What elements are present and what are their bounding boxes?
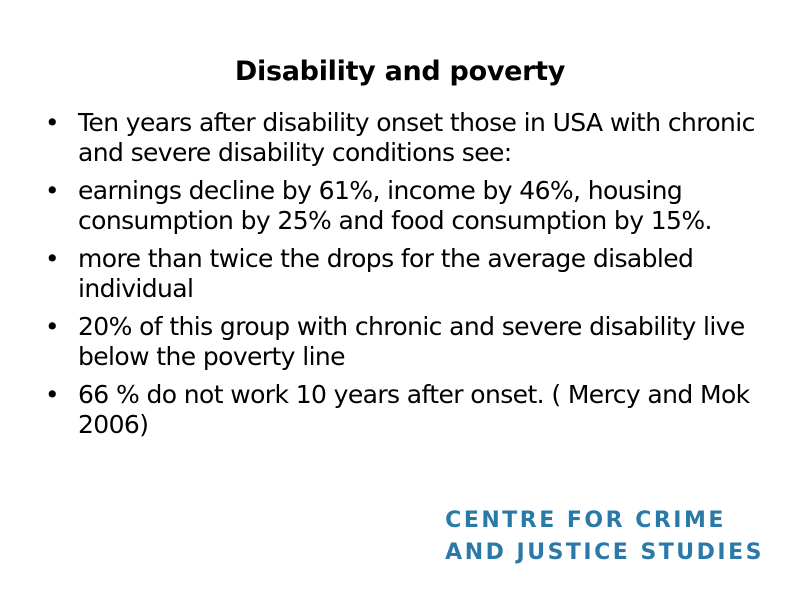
bullet-icon: • — [44, 176, 60, 205]
logo-line-1: CENTRE FOR CRIME — [445, 508, 726, 533]
bullet-icon: • — [44, 380, 60, 409]
bullet-text: 20% of this group with chronic and sever… — [78, 312, 745, 371]
bullet-item-4: • 20% of this group with chronic and sev… — [42, 312, 762, 372]
bullet-list: • Ten years after disability onset those… — [42, 108, 762, 448]
bullet-text: earnings decline by 61%, income by 46%, … — [78, 176, 712, 235]
bullet-item-3: • more than twice the drops for the aver… — [42, 244, 762, 304]
bullet-text: more than twice the drops for the averag… — [78, 244, 694, 303]
bullet-icon: • — [44, 108, 60, 137]
bullet-item-2: • earnings decline by 61%, income by 46%… — [42, 176, 762, 236]
organization-logo: CENTRE FOR CRIME AND JUSTICE STUDIES — [445, 505, 764, 569]
bullet-text: Ten years after disability onset those i… — [78, 108, 755, 167]
bullet-icon: • — [44, 312, 60, 341]
bullet-item-5: • 66 % do not work 10 years after onset.… — [42, 380, 762, 440]
bullet-icon: • — [44, 244, 60, 273]
bullet-text: 66 % do not work 10 years after onset. (… — [78, 380, 750, 439]
slide-title: Disability and poverty — [234, 56, 566, 87]
logo-line-2: AND JUSTICE STUDIES — [445, 540, 764, 565]
bullet-item-1: • Ten years after disability onset those… — [42, 108, 762, 168]
